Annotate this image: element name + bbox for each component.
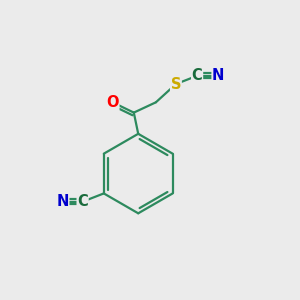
Text: C: C <box>77 194 88 209</box>
Text: C: C <box>192 68 203 83</box>
Text: O: O <box>106 95 119 110</box>
Text: N: N <box>56 194 69 209</box>
Text: N: N <box>212 68 224 83</box>
Text: S: S <box>171 76 181 92</box>
